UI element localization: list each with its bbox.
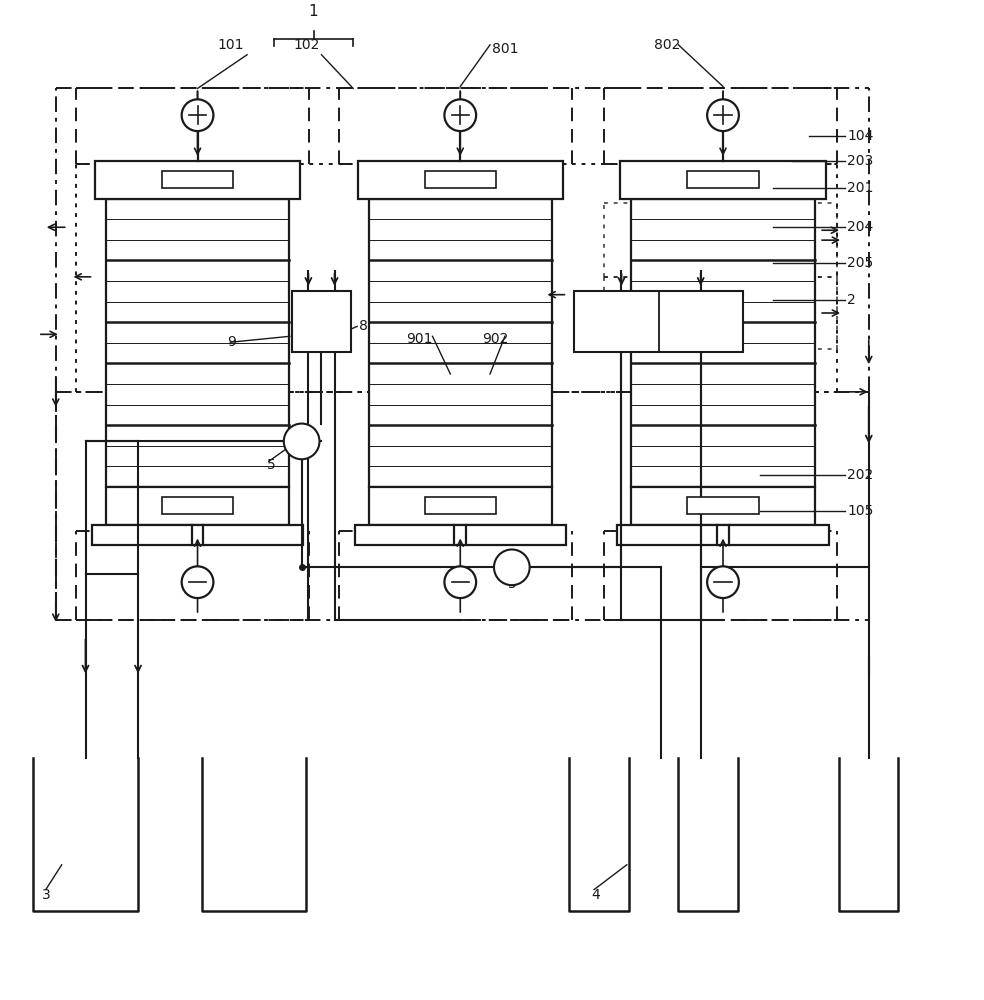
Text: 9: 9 [227, 335, 236, 349]
Bar [106, 487, 289, 525]
Bar [424, 497, 496, 514]
Text: 203: 203 [847, 154, 873, 168]
Bar [632, 199, 815, 487]
Circle shape [283, 424, 320, 459]
Bar [92, 525, 303, 545]
Circle shape [445, 566, 476, 598]
Bar [161, 171, 233, 188]
Bar [369, 487, 552, 525]
Circle shape [182, 99, 214, 131]
Bar [106, 199, 289, 487]
Text: 802: 802 [653, 38, 680, 52]
Circle shape [707, 99, 739, 131]
Text: 1: 1 [309, 4, 319, 19]
Text: 7: 7 [704, 325, 712, 339]
Circle shape [494, 549, 529, 585]
Bar [94, 161, 300, 199]
Text: 8: 8 [359, 319, 368, 333]
Text: 902: 902 [482, 332, 509, 346]
Text: 204: 204 [847, 220, 873, 234]
Text: 101: 101 [217, 38, 243, 52]
Bar [424, 171, 496, 188]
Bar [620, 161, 826, 199]
Text: 205: 205 [847, 256, 873, 270]
Text: 105: 105 [847, 504, 874, 518]
Bar [632, 487, 815, 525]
Text: 801: 801 [492, 42, 519, 56]
Bar [354, 525, 566, 545]
Bar [369, 199, 552, 487]
Circle shape [707, 566, 739, 598]
Bar [291, 291, 351, 352]
Text: 202: 202 [847, 468, 873, 482]
Text: 6: 6 [582, 325, 590, 339]
Text: 5: 5 [508, 577, 517, 591]
Text: 102: 102 [293, 38, 320, 52]
Bar [687, 171, 759, 188]
Circle shape [182, 566, 214, 598]
Bar [575, 291, 743, 352]
Text: 4: 4 [591, 888, 600, 902]
Text: 201: 201 [847, 181, 874, 195]
Bar [161, 497, 233, 514]
Bar [687, 497, 759, 514]
Text: 5: 5 [267, 458, 276, 472]
Text: 2: 2 [847, 293, 856, 307]
Circle shape [445, 99, 476, 131]
Bar [617, 525, 829, 545]
Text: 901: 901 [405, 332, 432, 346]
Text: 3: 3 [42, 888, 50, 902]
Text: 104: 104 [847, 129, 874, 143]
Bar [357, 161, 563, 199]
